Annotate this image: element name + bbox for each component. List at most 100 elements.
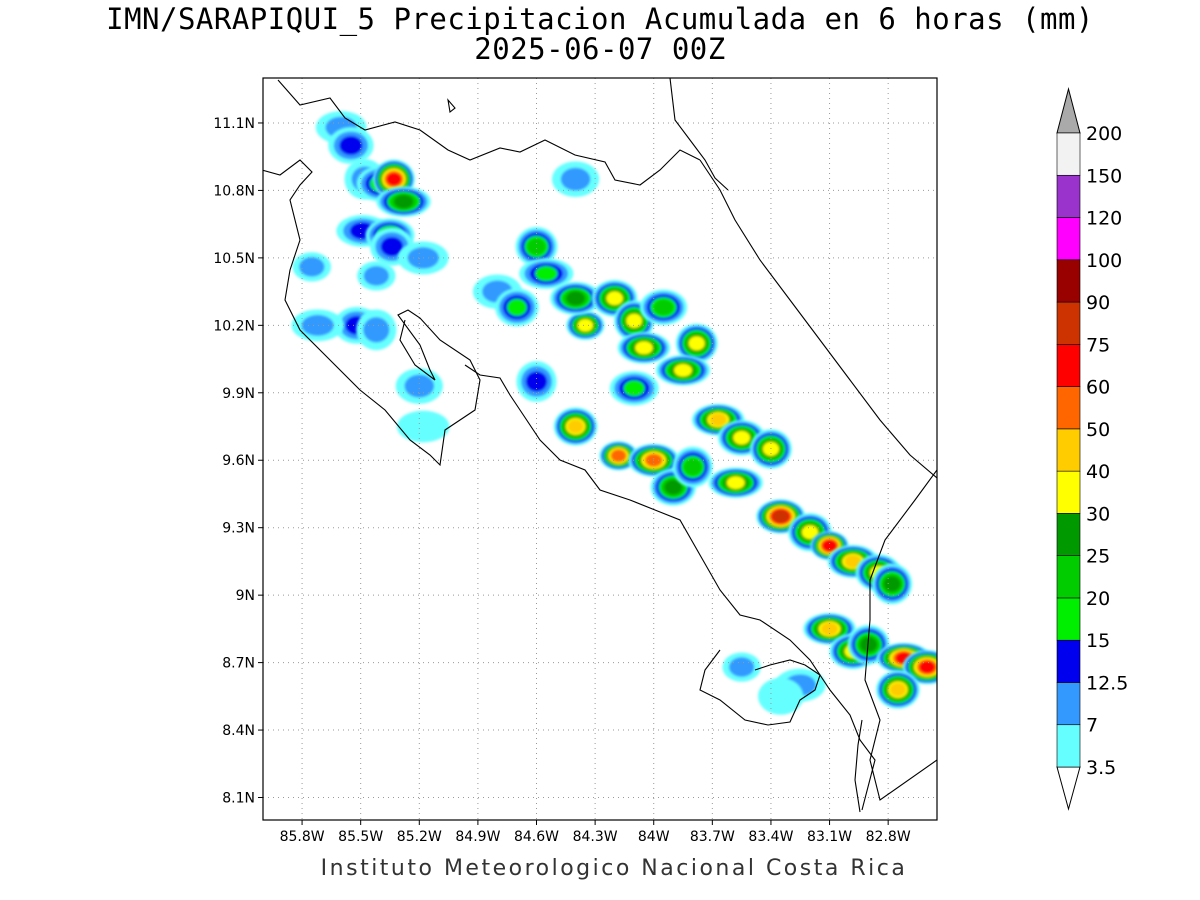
- colorbar-label: 90: [1086, 292, 1110, 314]
- precip-band: [567, 419, 584, 434]
- plot-area: [263, 78, 937, 820]
- colorbar-label: 20: [1086, 588, 1110, 610]
- precip-band: [664, 479, 683, 495]
- precip-cell: [675, 323, 718, 364]
- precip-band: [363, 317, 390, 343]
- precip-cell: [757, 677, 804, 715]
- pacific-coast-central: [464, 364, 876, 811]
- colorbar-swatch: [1056, 344, 1081, 387]
- precip-cell: [655, 355, 711, 386]
- y-tick-label: 10.8N: [213, 183, 255, 199]
- precip-band: [404, 374, 435, 398]
- precip-cell: [356, 309, 397, 351]
- colorbar-swatch: [1056, 174, 1081, 218]
- precip-band: [560, 167, 591, 191]
- colorbar-swatch: [1056, 470, 1081, 514]
- precip-band: [822, 539, 837, 552]
- colorbar-under-arrow: [1056, 766, 1081, 811]
- precip-cell: [609, 371, 659, 406]
- precip-band: [386, 172, 402, 186]
- precip-band: [726, 476, 745, 490]
- osa-peninsula: [699, 649, 821, 726]
- precip-cell: [516, 361, 557, 402]
- colorbar-label: 75: [1086, 334, 1110, 356]
- precip-band: [844, 554, 862, 568]
- x-tick-label: 84W: [638, 829, 670, 845]
- colorbar-label: 15: [1086, 630, 1110, 652]
- precip-band: [396, 410, 450, 443]
- precip-band: [339, 135, 363, 155]
- precip-band: [919, 660, 936, 674]
- y-tick-label: 8.4N: [222, 723, 255, 739]
- axes: 85.8W 85.5W 85.2W 84.9W 84.6W 84.3W 84W 83.7W 83…: [213, 116, 910, 845]
- precip-band: [525, 371, 548, 392]
- precip-cell: [639, 289, 688, 326]
- precip-cell: [876, 670, 920, 709]
- precip-cell: [871, 563, 913, 605]
- precip-band: [623, 380, 645, 397]
- map-subtitle: 2025-06-07 00Z: [474, 32, 726, 66]
- coastlines: [263, 78, 937, 813]
- precip-cell: [722, 652, 761, 682]
- colorbar-label: 30: [1086, 503, 1110, 525]
- precip-cell: [396, 410, 450, 443]
- x-tick-label: 84.3W: [573, 829, 618, 845]
- x-tick-label: 85.8W: [280, 829, 325, 845]
- nicaragua-border: [277, 79, 701, 186]
- colorbar-swatch: [1056, 513, 1081, 556]
- precip-cell: [708, 467, 763, 498]
- y-tick-label: 8.7N: [222, 656, 255, 672]
- caribbean-coast: [699, 159, 937, 479]
- colorbar-label: 3.5: [1086, 757, 1116, 779]
- precip-cell: [515, 226, 558, 267]
- y-tick-label: 9N: [236, 588, 255, 604]
- colorbar-label: 25: [1086, 546, 1110, 568]
- colorbar-label: 40: [1086, 461, 1110, 483]
- colorbar-label: 7: [1086, 715, 1098, 737]
- precip-band: [674, 363, 693, 377]
- precip-band: [534, 266, 558, 282]
- precip-band: [883, 576, 901, 592]
- x-tick-label: 85.5W: [338, 829, 383, 845]
- colorbar-swatch: [1056, 724, 1081, 768]
- colorbar-swatch: [1056, 259, 1081, 303]
- precip-band: [635, 341, 653, 355]
- precip-band: [801, 525, 819, 540]
- precip-cell: [291, 309, 344, 342]
- x-tick-label: 85.2W: [397, 829, 442, 845]
- colorbar-swatch: [1056, 597, 1081, 641]
- precip-cell: [292, 252, 332, 282]
- y-tick-label: 9.9N: [222, 386, 255, 402]
- precip-cell: [519, 258, 574, 289]
- precip-cell: [495, 288, 539, 327]
- burica-peninsula: [854, 719, 863, 813]
- colorbar-swatch: [1056, 132, 1081, 176]
- precip-band: [507, 298, 527, 316]
- precip-cell: [672, 446, 713, 488]
- y-tick-label: 10.5N: [213, 251, 255, 267]
- colorbar-swatch: [1056, 428, 1081, 472]
- island-1: [447, 98, 456, 114]
- y-tick-label: 11.1N: [213, 116, 255, 132]
- precip-band: [577, 318, 594, 332]
- colorbar-swatch: [1056, 217, 1081, 261]
- colorbar-label: 60: [1086, 377, 1110, 399]
- y-tick-label: 8.1N: [222, 791, 255, 807]
- precip-band: [653, 299, 674, 315]
- map-title: IMN/SARAPIQUI_5 Precipitacion Acumulada …: [106, 2, 1094, 36]
- precip-cell: [553, 407, 598, 446]
- precip-band: [729, 657, 755, 677]
- x-tick-label: 84.9W: [455, 829, 500, 845]
- precip-cell: [650, 468, 696, 506]
- precip-cell: [328, 127, 374, 164]
- precip-band: [773, 510, 789, 523]
- y-tick-label: 9.6N: [222, 453, 255, 469]
- x-tick-label: 84.6W: [514, 829, 559, 845]
- colorbar: 3.5 7 12.5 15 20 25 30 40 50 60 75 90 100 120 150 200: [1056, 87, 1128, 811]
- y-tick-label: 9.3N: [222, 521, 255, 537]
- plot-frame: [262, 77, 938, 821]
- precip-cell: [788, 513, 832, 552]
- precip-band: [889, 682, 906, 697]
- gridlines: [263, 78, 937, 820]
